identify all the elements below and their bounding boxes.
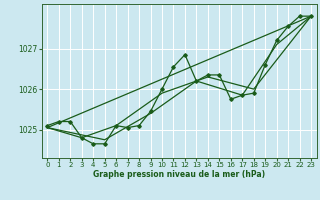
X-axis label: Graphe pression niveau de la mer (hPa): Graphe pression niveau de la mer (hPa) — [93, 170, 265, 179]
